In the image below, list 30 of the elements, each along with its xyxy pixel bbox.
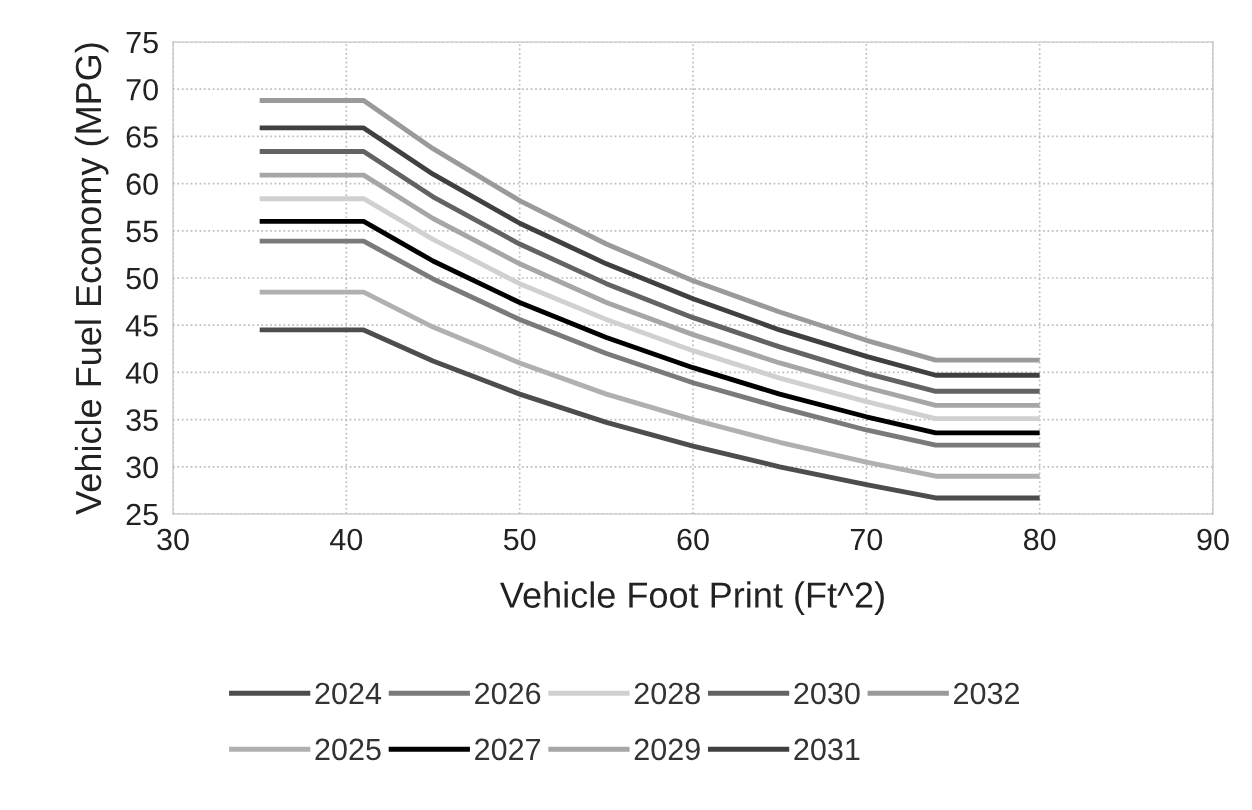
- y-tick-label: 70: [126, 78, 158, 101]
- legend-label: 2027: [475, 738, 541, 761]
- legend-label: 2026: [475, 682, 541, 705]
- legend-label: 2029: [634, 738, 700, 761]
- y-tick-label: 35: [126, 409, 158, 431]
- x-tick-label: 30: [157, 528, 189, 551]
- y-tick-label: 45: [125, 315, 158, 337]
- legend-label: 2031: [794, 738, 860, 761]
- x-tick-label: 60: [677, 528, 709, 551]
- x-tick-label: 40: [330, 528, 363, 551]
- x-axis-title: Vehicle Foot Print (Ft^2): [500, 581, 884, 616]
- legend-label: 2032: [954, 682, 1019, 705]
- y-tick-label: 55: [126, 220, 158, 243]
- x-tick-label: 90: [1197, 528, 1229, 551]
- line-series: [257, 327, 1043, 501]
- legend-label: 2025: [315, 738, 381, 761]
- y-tick-label: 30: [126, 456, 158, 479]
- x-tick-label: 80: [1024, 528, 1056, 551]
- y-tick-label: 60: [126, 173, 158, 195]
- legend-label: 2024: [315, 682, 382, 705]
- y-tick-label: 40: [125, 362, 158, 384]
- y-tick-label: 25: [126, 503, 158, 526]
- legend-label: 2028: [634, 682, 700, 705]
- legend-label: 2030: [794, 682, 860, 705]
- x-tick-label: 50: [503, 528, 536, 551]
- y-tick-label: 65: [126, 126, 158, 148]
- y-axis-title: Vehicle Fuel Economy (MPG): [74, 43, 109, 515]
- y-tick-label: 75: [126, 32, 158, 54]
- y-tick-label: 50: [126, 267, 158, 290]
- x-tick-label: 70: [850, 528, 883, 551]
